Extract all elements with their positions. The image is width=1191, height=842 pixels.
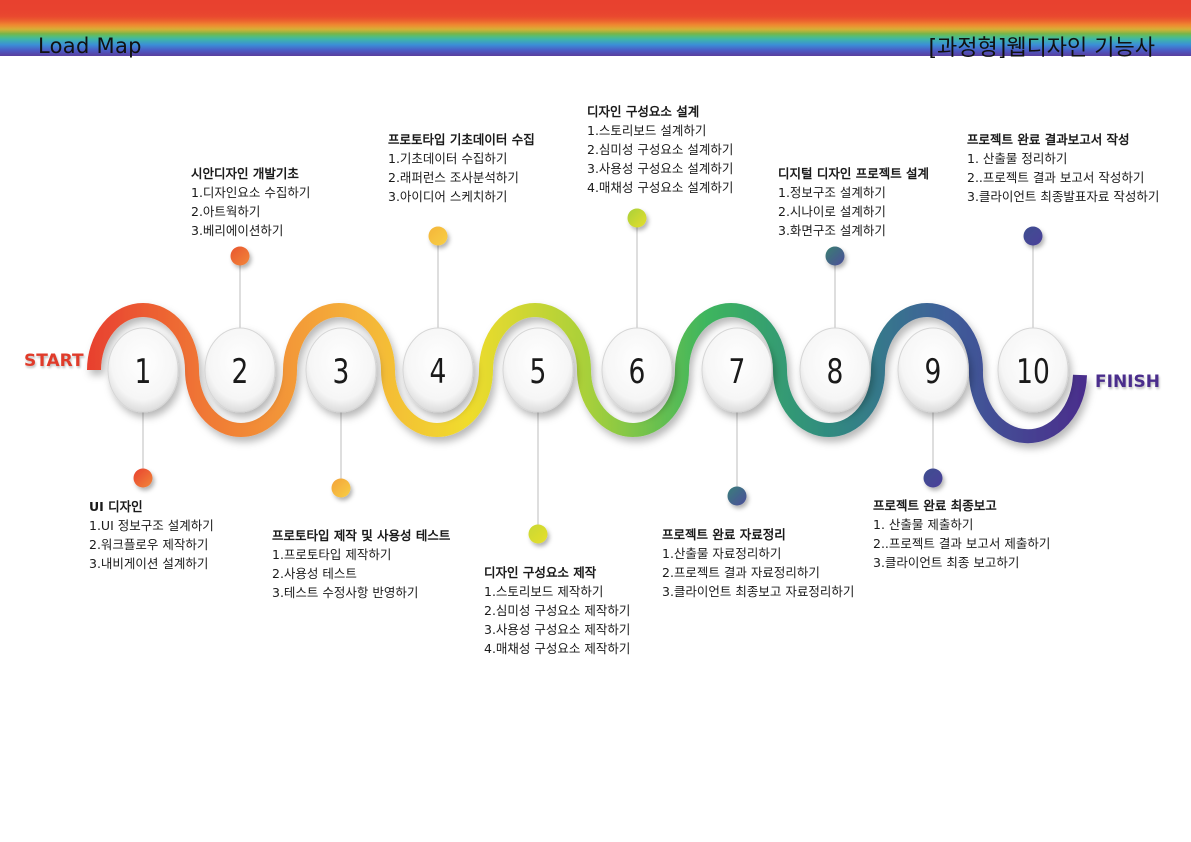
step-7-number: 7 [729,353,746,392]
step-6-item: 4.매채성 구성요소 설계하기 [587,180,734,195]
step-1-item: 3.내비게이션 설계하기 [89,556,209,571]
step-8-item: 2.시나이로 설계하기 [778,204,886,219]
step-9-item: 1. 산출물 제출하기 [873,517,974,532]
step-9-item: 2..프로젝트 결과 보고서 제출하기 [873,536,1051,551]
step-3-number: 3 [333,353,350,392]
step-5-title: 디자인 구성요소 제작 [484,565,597,580]
step-6-item: 2.심미성 구성요소 설계하기 [587,142,734,157]
step-7-circle [701,327,773,413]
step-6-number: 6 [629,353,646,392]
step-8-item: 3.화면구조 설계하기 [778,223,886,238]
step-5-text: 디자인 구성요소 제작 1.스토리보드 제작하기 2.심미성 구성요소 제작하기… [484,563,630,658]
step-8-text: 디지털 디자인 프로젝트 설계 1.정보구조 설계하기 2.시나이로 설계하기 … [778,164,929,240]
step-5-item: 1.스토리보드 제작하기 [484,584,604,599]
step-8-circle [799,327,871,413]
step-4-item: 1.기초데이터 수집하기 [388,151,508,166]
step-4-circle [402,327,474,413]
step-5-item: 4.매채성 구성요소 제작하기 [484,641,631,656]
step-10-title: 프로젝트 완료 결과보고서 작성 [967,132,1130,147]
step-5-item: 3.사용성 구성요소 제작하기 [484,622,631,637]
step-4-item: 2.래퍼런스 조사분석하기 [388,170,519,185]
step-4-title: 프로토타입 기초데이터 수집 [388,132,535,147]
step-2-item: 1.디자인요소 수집하기 [191,185,311,200]
step-10-number: 10 [1016,353,1050,392]
step-1-number: 1 [135,353,152,392]
step-6-text: 디자인 구성요소 설계 1.스토리보드 설계하기 2.심미성 구성요소 설계하기… [587,102,733,197]
step-1-circle [107,327,179,413]
step-9-number: 9 [925,353,942,392]
step-3-marker-dot [331,478,351,498]
step-6-item: 1.스토리보드 설계하기 [587,123,707,138]
step-10-item: 1. 산출물 정리하기 [967,151,1068,166]
step-9-text: 프로젝트 완료 최종보고 1. 산출물 제출하기 2..프로젝트 결과 보고서 … [873,496,1050,572]
step-6-marker-dot [627,208,647,228]
step-1-item: 1.UI 정보구조 설계하기 [89,518,214,533]
step-1-title: UI 디자인 [89,499,143,514]
step-9-circle [897,327,969,413]
step-8-item: 1.정보구조 설계하기 [778,185,886,200]
step-7-item: 2.프로젝트 결과 자료정리하기 [662,565,820,580]
step-4-item: 3.아이디어 스케치하기 [388,189,508,204]
step-10-marker-dot [1023,226,1043,246]
step-7-marker-dot [727,486,747,506]
step-5-item: 2.심미성 구성요소 제작하기 [484,603,631,618]
step-10-item: 3.클라이언트 최종발표자료 작성하기 [967,189,1160,204]
step-5-number: 5 [530,353,547,392]
step-5-marker-dot [528,524,548,544]
step-2-circle [204,327,276,413]
step-4-marker-dot [428,226,448,246]
step-1-marker-dot [133,468,153,488]
step-7-title: 프로젝트 완료 자료정리 [662,527,786,542]
roadmap-road [87,303,1087,444]
step-10-circle [997,327,1069,413]
step-3-title: 프로토타입 제작 및 사용성 테스트 [272,528,451,543]
step-4-number: 4 [430,353,447,392]
step-3-item: 2.사용성 테스트 [272,566,357,581]
step-2-title: 시안디자인 개발기초 [191,166,299,181]
step-3-item: 1.프로토타입 제작하기 [272,547,392,562]
step-2-marker-dot [230,246,250,266]
step-3-text: 프로토타입 제작 및 사용성 테스트 1.프로토타입 제작하기 2.사용성 테스… [272,526,450,602]
step-7-item: 1.산출물 자료정리하기 [662,546,782,561]
step-6-title: 디자인 구성요소 설계 [587,104,700,119]
step-6-circle [601,327,673,413]
step-7-item: 3.클라이언트 최종보고 자료정리하기 [662,584,855,599]
step-3-item: 3.테스트 수정사항 반영하기 [272,585,419,600]
rainbow-header-band [0,0,1191,56]
step-9-item: 3.클라이언트 최종 보고하기 [873,555,1020,570]
step-9-title: 프로젝트 완료 최종보고 [873,498,997,513]
step-4-text: 프로토타입 기초데이터 수집 1.기초데이터 수집하기 2.래퍼런스 조사분석하… [388,130,535,206]
finish-label: FINISH [1095,372,1160,392]
step-8-marker-dot [825,246,845,266]
course-subject: [과정형]웹디자인 기능사 [928,36,1155,61]
step-7-text: 프로젝트 완료 자료정리 1.산출물 자료정리하기 2.프로젝트 결과 자료정리… [662,525,854,601]
step-10-item: 2..프로젝트 결과 보고서 작성하기 [967,170,1145,185]
step-2-number: 2 [232,353,249,392]
step-8-title: 디지털 디자인 프로젝트 설계 [778,166,930,181]
step-5-circle [502,327,574,413]
step-10-text: 프로젝트 완료 결과보고서 작성 1. 산출물 정리하기 2..프로젝트 결과 … [967,130,1159,206]
step-6-item: 3.사용성 구성요소 설계하기 [587,161,734,176]
step-3-circle [305,327,377,413]
step-9-marker-dot [923,468,943,488]
step-1-text: UI 디자인 1.UI 정보구조 설계하기 2.워크플로우 제작하기 3.내비게… [89,497,214,573]
step-2-item: 3.베리에이션하기 [191,223,284,238]
page-title: Load Map [38,34,142,58]
step-2-item: 2.아트웍하기 [191,204,261,219]
step-2-text: 시안디자인 개발기초 1.디자인요소 수집하기 2.아트웍하기 3.베리에이션하… [191,164,310,240]
start-label: START [24,351,84,371]
step-8-number: 8 [827,353,844,392]
step-1-item: 2.워크플로우 제작하기 [89,537,209,552]
